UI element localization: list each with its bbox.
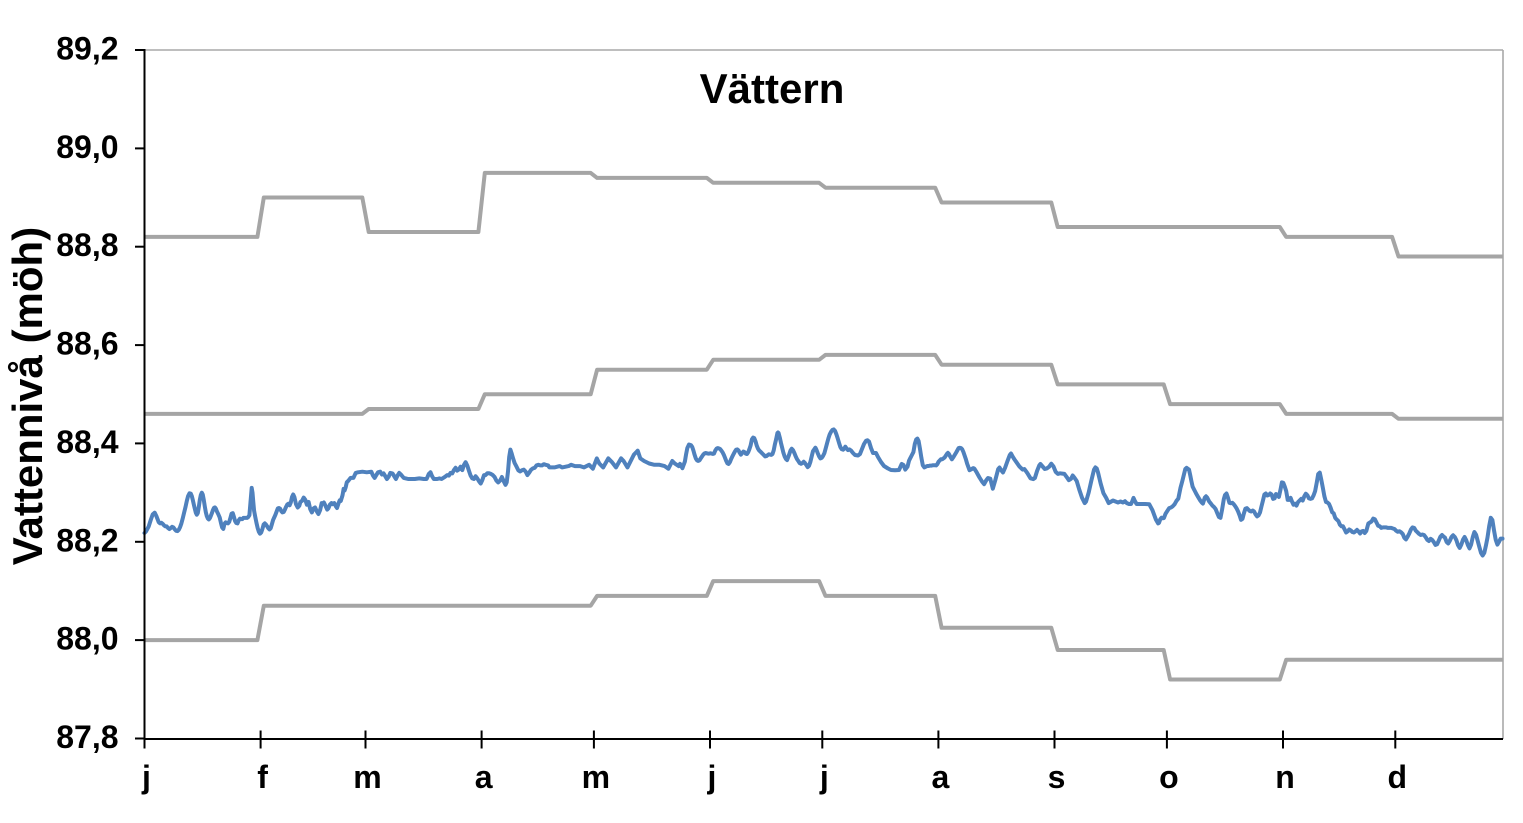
svg-text:n: n [1275,759,1295,795]
svg-text:a: a [475,759,493,795]
svg-text:89,2: 89,2 [56,31,118,67]
svg-text:89,0: 89,0 [56,129,118,165]
svg-text:m: m [353,759,381,795]
svg-text:Vattennivå (möh): Vattennivå (möh) [4,227,51,565]
svg-text:s: s [1048,759,1066,795]
svg-text:88,8: 88,8 [56,227,118,263]
svg-text:88,4: 88,4 [56,424,118,460]
svg-text:d: d [1388,759,1408,795]
svg-text:f: f [257,759,268,795]
svg-text:Vättern: Vättern [700,65,845,112]
svg-text:88,6: 88,6 [56,326,118,362]
svg-text:88,2: 88,2 [56,522,118,558]
svg-text:88,0: 88,0 [56,621,118,657]
svg-text:j: j [819,759,829,795]
svg-text:m: m [582,759,610,795]
svg-text:j: j [141,759,151,795]
svg-text:87,8: 87,8 [56,719,118,755]
svg-text:j: j [707,759,717,795]
svg-text:o: o [1159,759,1179,795]
svg-text:a: a [932,759,950,795]
